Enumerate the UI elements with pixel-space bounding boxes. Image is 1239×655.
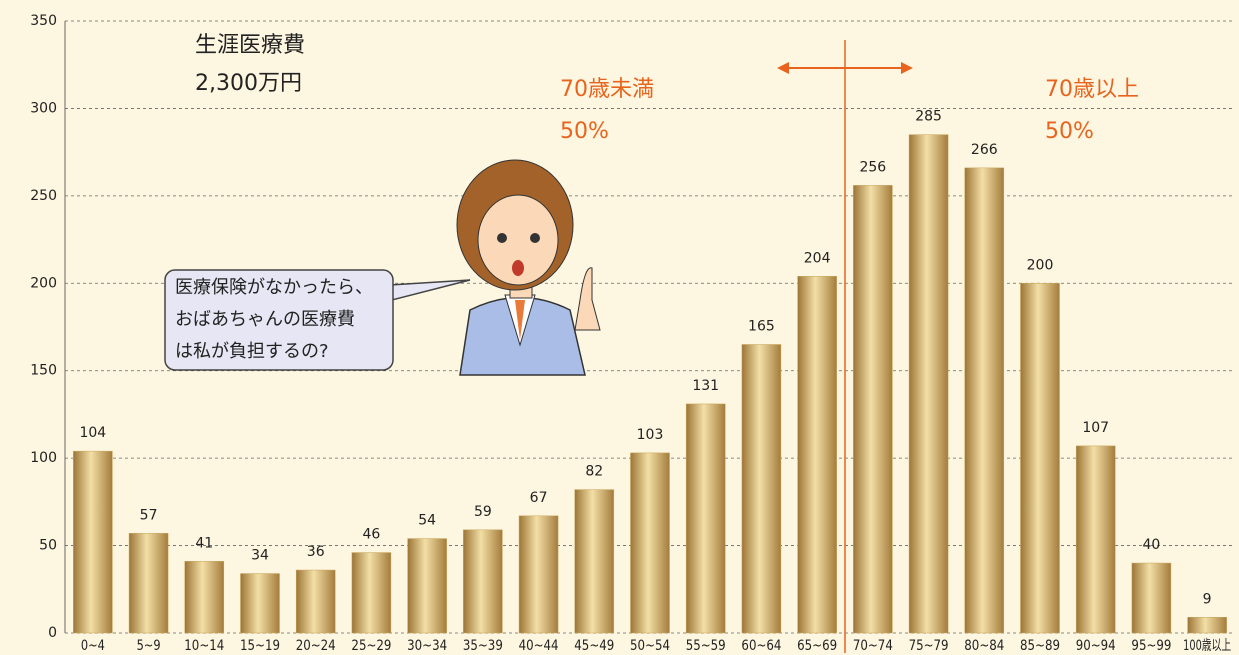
y-tick-label: 0 (48, 625, 57, 641)
value-label: 256 (859, 159, 886, 175)
y-tick-label: 50 (39, 538, 57, 554)
bar (73, 451, 112, 633)
bar (1021, 283, 1060, 633)
bar (519, 516, 558, 633)
chart: 生涯医療費 2,300万円 70歳未満 50% 70歳以上 50% 0 50 100… (0, 0, 1239, 655)
x-tick-label: 35~39 (463, 638, 503, 654)
value-label: 200 (1027, 257, 1054, 273)
bubble-text: 医療保険がなかったら、 (175, 277, 373, 298)
x-tick-label: 70~74 (853, 638, 893, 654)
x-tick-label: 25~29 (351, 638, 391, 654)
annotation: 70歳未満 (560, 77, 654, 102)
value-label: 131 (692, 378, 719, 394)
bar (742, 344, 781, 633)
value-label: 46 (363, 527, 381, 543)
x-tick-label: 90~94 (1076, 638, 1116, 654)
value-label: 40 (1143, 537, 1161, 553)
bar (853, 185, 892, 633)
x-tick-label: 0~4 (81, 638, 105, 654)
value-label: 9 (1203, 591, 1212, 607)
annotation: 70歳以上 (1045, 77, 1139, 102)
bubble-text: おばあちゃんの医療費 (175, 309, 355, 330)
value-label: 107 (1082, 420, 1109, 436)
bar (1076, 446, 1115, 633)
x-tick-label: 30~34 (407, 638, 447, 654)
bar (352, 553, 391, 633)
bar (241, 574, 280, 633)
annotation: 生涯医療費 (195, 33, 305, 58)
x-tick-label: 55~59 (686, 638, 726, 654)
y-tick-label: 150 (30, 363, 57, 379)
bar (1132, 563, 1171, 633)
x-tick-label: 60~64 (741, 638, 781, 654)
value-label: 36 (307, 544, 325, 560)
bar (463, 530, 502, 633)
x-tick-label: 20~24 (296, 638, 336, 654)
annotation: 50% (1045, 119, 1094, 144)
y-tick-label: 350 (30, 13, 57, 29)
bar (296, 570, 335, 633)
value-label: 165 (748, 318, 775, 334)
value-label: 103 (637, 427, 664, 443)
annotation: 2,300万円 (195, 71, 302, 96)
bar (909, 135, 948, 633)
bar (798, 276, 837, 633)
x-tick-label: 95~99 (1131, 638, 1171, 654)
x-tick-label: 75~79 (909, 638, 949, 654)
value-label: 57 (140, 507, 158, 523)
x-tick-label: 45~49 (574, 638, 614, 654)
value-label: 34 (251, 548, 269, 564)
y-tick-label: 250 (30, 188, 57, 204)
x-tick-label: 100歳以上 (1183, 638, 1231, 654)
value-label: 285 (915, 109, 942, 125)
bar (129, 533, 168, 633)
page: 生涯医療費 2,300万円 70歳未満 50% 70歳以上 50% 0 50 100… (0, 0, 1239, 655)
y-tick-label: 100 (30, 450, 57, 466)
bar (631, 453, 670, 633)
x-tick-label: 40~44 (519, 638, 559, 654)
bar (1188, 617, 1227, 633)
bar (965, 168, 1004, 633)
x-tick-label: 50~54 (630, 638, 670, 654)
value-label: 266 (971, 142, 998, 158)
x-tick-label: 80~84 (964, 638, 1004, 654)
y-tick-label: 200 (30, 275, 57, 291)
x-tick-label: 85~89 (1020, 638, 1060, 654)
bar (575, 490, 614, 633)
value-label: 204 (804, 250, 831, 266)
value-label: 54 (418, 513, 436, 529)
value-label: 104 (79, 425, 106, 441)
x-tick-label: 10~14 (184, 638, 224, 654)
x-tick-label: 15~19 (240, 638, 280, 654)
x-tick-label: 65~69 (797, 638, 837, 654)
y-tick-label: 300 (30, 100, 57, 116)
x-tick-label: 5~9 (137, 638, 161, 654)
bubble-text: は私が負担するの? (175, 341, 329, 362)
bar (408, 539, 447, 633)
value-label: 59 (474, 504, 492, 520)
value-label: 82 (585, 464, 603, 480)
annotation: 50% (560, 119, 609, 144)
bar (185, 561, 224, 633)
bar (686, 404, 725, 633)
value-label: 67 (530, 490, 548, 506)
value-label: 41 (195, 535, 213, 551)
